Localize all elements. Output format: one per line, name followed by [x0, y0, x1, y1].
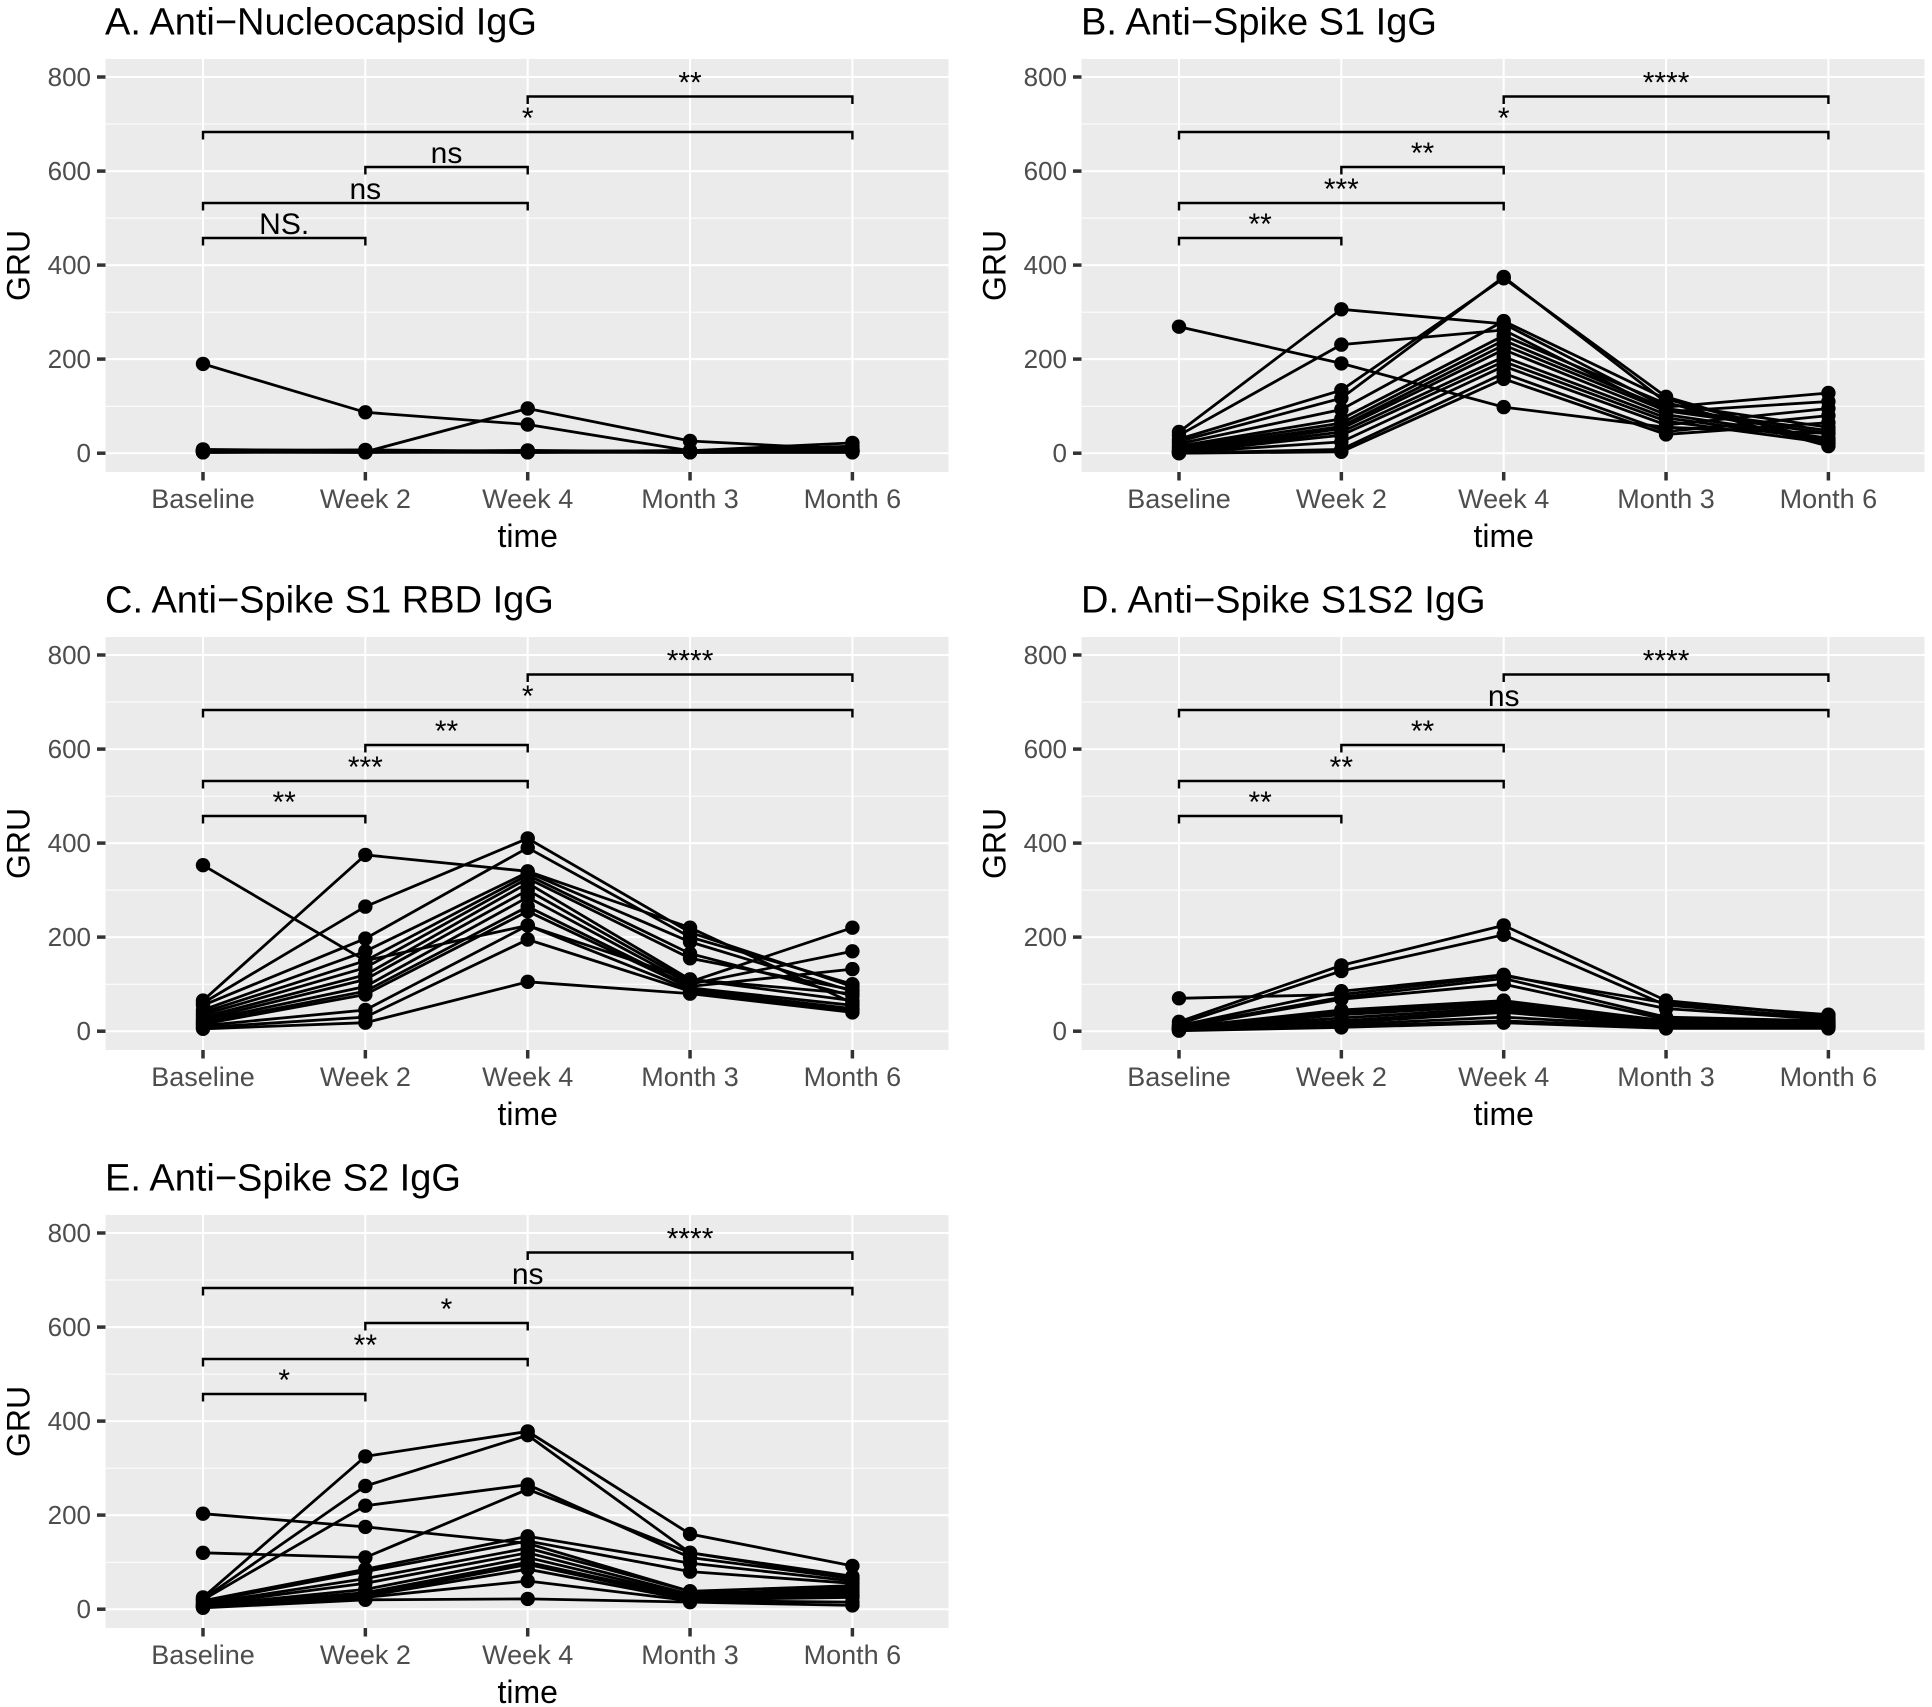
- svg-text:200: 200: [48, 344, 91, 374]
- svg-text:**: **: [354, 1329, 378, 1362]
- svg-text:GRU: GRU: [1, 808, 37, 879]
- svg-text:time: time: [1473, 518, 1533, 554]
- svg-text:Baseline: Baseline: [1127, 1062, 1231, 1092]
- svg-text:Baseline: Baseline: [151, 1062, 255, 1092]
- svg-text:****: ****: [667, 645, 714, 678]
- svg-text:**: **: [272, 786, 296, 819]
- svg-text:600: 600: [48, 734, 91, 764]
- svg-text:800: 800: [1024, 62, 1067, 92]
- svg-text:time: time: [497, 1096, 557, 1132]
- svg-text:A. Anti−Nucleocapsid IgG: A. Anti−Nucleocapsid IgG: [105, 2, 537, 44]
- svg-text:Week 2: Week 2: [1296, 484, 1387, 514]
- svg-text:*: *: [441, 1293, 453, 1326]
- svg-text:ns: ns: [1488, 680, 1520, 713]
- svg-text:Week 4: Week 4: [482, 484, 573, 514]
- svg-text:Week 4: Week 4: [482, 1062, 573, 1092]
- svg-text:600: 600: [1024, 156, 1067, 186]
- svg-text:ns: ns: [512, 1258, 544, 1291]
- svg-text:*: *: [522, 680, 534, 713]
- svg-text:800: 800: [48, 640, 91, 670]
- svg-text:***: ***: [1324, 173, 1359, 206]
- svg-text:0: 0: [77, 1594, 91, 1624]
- svg-text:*: *: [278, 1364, 290, 1397]
- svg-text:GRU: GRU: [977, 230, 1013, 301]
- svg-text:600: 600: [48, 1312, 91, 1342]
- svg-text:400: 400: [48, 828, 91, 858]
- svg-text:600: 600: [1024, 734, 1067, 764]
- svg-text:Month 6: Month 6: [1780, 484, 1878, 514]
- svg-text:0: 0: [1053, 438, 1067, 468]
- svg-text:**: **: [1411, 715, 1435, 748]
- svg-text:**: **: [1411, 137, 1435, 170]
- svg-text:Week 4: Week 4: [1458, 1062, 1549, 1092]
- svg-text:GRU: GRU: [977, 808, 1013, 879]
- svg-text:**: **: [1330, 751, 1354, 784]
- svg-text:ns: ns: [431, 137, 463, 170]
- svg-text:400: 400: [48, 250, 91, 280]
- svg-text:ns: ns: [350, 173, 382, 206]
- svg-text:Baseline: Baseline: [151, 1640, 255, 1670]
- svg-text:D. Anti−Spike S1S2 IgG: D. Anti−Spike S1S2 IgG: [1081, 580, 1486, 622]
- svg-text:0: 0: [77, 1016, 91, 1046]
- svg-text:****: ****: [1643, 645, 1690, 678]
- svg-text:time: time: [1473, 1096, 1533, 1132]
- svg-text:Baseline: Baseline: [151, 484, 255, 514]
- svg-text:Month 3: Month 3: [1617, 1062, 1715, 1092]
- svg-text:Baseline: Baseline: [1127, 484, 1231, 514]
- svg-text:GRU: GRU: [1, 1386, 37, 1457]
- svg-text:800: 800: [48, 1218, 91, 1248]
- svg-text:600: 600: [48, 156, 91, 186]
- svg-text:E. Anti−Spike S2 IgG: E. Anti−Spike S2 IgG: [105, 1158, 461, 1200]
- svg-text:Month 3: Month 3: [641, 1640, 739, 1670]
- svg-text:0: 0: [1053, 1016, 1067, 1046]
- svg-text:400: 400: [1024, 250, 1067, 280]
- svg-text:**: **: [1248, 786, 1272, 819]
- svg-text:Month 6: Month 6: [804, 1062, 902, 1092]
- svg-text:*: *: [522, 102, 534, 135]
- svg-text:NS.: NS.: [259, 208, 309, 241]
- svg-text:C. Anti−Spike S1 RBD IgG: C. Anti−Spike S1 RBD IgG: [105, 580, 554, 622]
- svg-text:***: ***: [348, 751, 383, 784]
- svg-text:Week 2: Week 2: [1296, 1062, 1387, 1092]
- svg-text:time: time: [497, 1674, 557, 1707]
- svg-text:800: 800: [1024, 640, 1067, 670]
- svg-text:Month 3: Month 3: [641, 1062, 739, 1092]
- svg-text:200: 200: [1024, 922, 1067, 952]
- svg-text:Month 6: Month 6: [804, 1640, 902, 1670]
- svg-text:400: 400: [48, 1406, 91, 1436]
- svg-text:Month 3: Month 3: [1617, 484, 1715, 514]
- svg-text:****: ****: [667, 1223, 714, 1256]
- svg-text:B. Anti−Spike S1 IgG: B. Anti−Spike S1 IgG: [1081, 2, 1437, 44]
- svg-text:GRU: GRU: [1, 230, 37, 301]
- svg-text:Month 3: Month 3: [641, 484, 739, 514]
- svg-text:800: 800: [48, 62, 91, 92]
- svg-text:Week 4: Week 4: [1458, 484, 1549, 514]
- svg-text:****: ****: [1643, 67, 1690, 100]
- svg-text:Week 2: Week 2: [320, 484, 411, 514]
- svg-text:Month 6: Month 6: [804, 484, 902, 514]
- svg-text:Week 2: Week 2: [320, 1640, 411, 1670]
- svg-text:Week 4: Week 4: [482, 1640, 573, 1670]
- svg-text:Week 2: Week 2: [320, 1062, 411, 1092]
- svg-text:400: 400: [1024, 828, 1067, 858]
- svg-text:200: 200: [48, 922, 91, 952]
- svg-text:**: **: [435, 715, 459, 748]
- svg-text:*: *: [1498, 102, 1510, 135]
- svg-text:200: 200: [48, 1500, 91, 1530]
- svg-text:time: time: [497, 518, 557, 554]
- svg-text:0: 0: [77, 438, 91, 468]
- svg-text:**: **: [678, 67, 702, 100]
- svg-text:Month 6: Month 6: [1780, 1062, 1878, 1092]
- svg-text:200: 200: [1024, 344, 1067, 374]
- svg-text:**: **: [1248, 208, 1272, 241]
